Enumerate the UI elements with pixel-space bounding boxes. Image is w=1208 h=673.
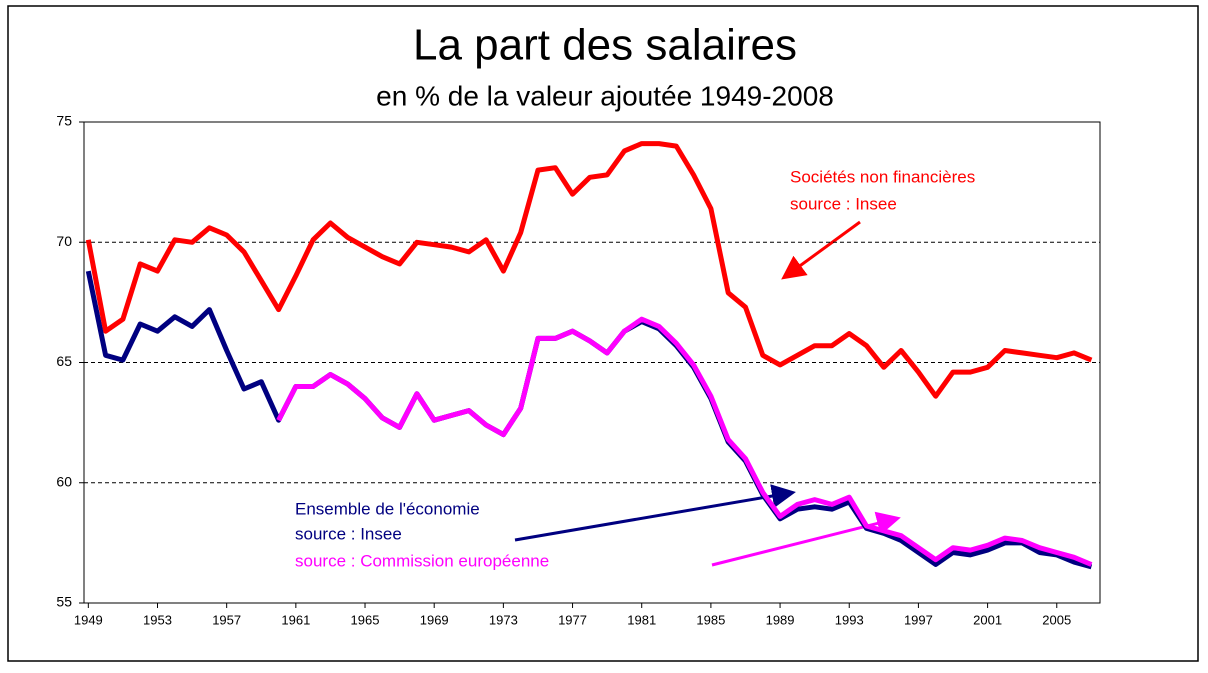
arrow bbox=[514, 484, 796, 542]
annotation: source : Commission européenne bbox=[295, 551, 549, 570]
y-tick-label: 60 bbox=[56, 473, 72, 489]
annotation: Sociétés non financières bbox=[790, 167, 975, 186]
x-tick-label: 1985 bbox=[696, 612, 725, 627]
series-line bbox=[85, 270, 1093, 570]
arrow bbox=[781, 220, 861, 280]
x-tick-label: 2005 bbox=[1042, 612, 1071, 627]
series-line bbox=[276, 316, 1093, 567]
y-tick-label: 65 bbox=[56, 353, 72, 369]
x-tick-label: 1957 bbox=[212, 612, 241, 627]
x-tick-label: 1949 bbox=[74, 612, 103, 627]
plot-area bbox=[83, 121, 1101, 604]
series-line bbox=[85, 141, 1093, 399]
y-tick-label: 75 bbox=[56, 113, 72, 129]
frame bbox=[7, 5, 1199, 662]
chart-title: La part des salaires bbox=[413, 21, 797, 70]
x-tick-label: 1965 bbox=[351, 612, 380, 627]
x-tick-label: 2001 bbox=[973, 612, 1002, 627]
annotation: source : Insee bbox=[790, 194, 897, 213]
y-tick-label: 55 bbox=[56, 594, 72, 610]
x-tick-label: 1953 bbox=[143, 612, 172, 627]
x-tick-label: 1977 bbox=[558, 612, 587, 627]
annotation: Ensemble de l'économie bbox=[295, 499, 480, 518]
y-tick-label: 70 bbox=[56, 233, 72, 249]
x-tick-label: 1989 bbox=[766, 612, 795, 627]
chart-subtitle: en % de la valeur ajoutée 1949-2008 bbox=[376, 80, 834, 111]
x-tick-label: 1993 bbox=[835, 612, 864, 627]
x-tick-label: 1973 bbox=[489, 612, 518, 627]
x-tick-label: 1997 bbox=[904, 612, 933, 627]
x-tick-label: 1961 bbox=[281, 612, 310, 627]
x-tick-label: 1981 bbox=[627, 612, 656, 627]
annotation: source : Insee bbox=[295, 524, 402, 543]
x-tick-label: 1969 bbox=[420, 612, 449, 627]
